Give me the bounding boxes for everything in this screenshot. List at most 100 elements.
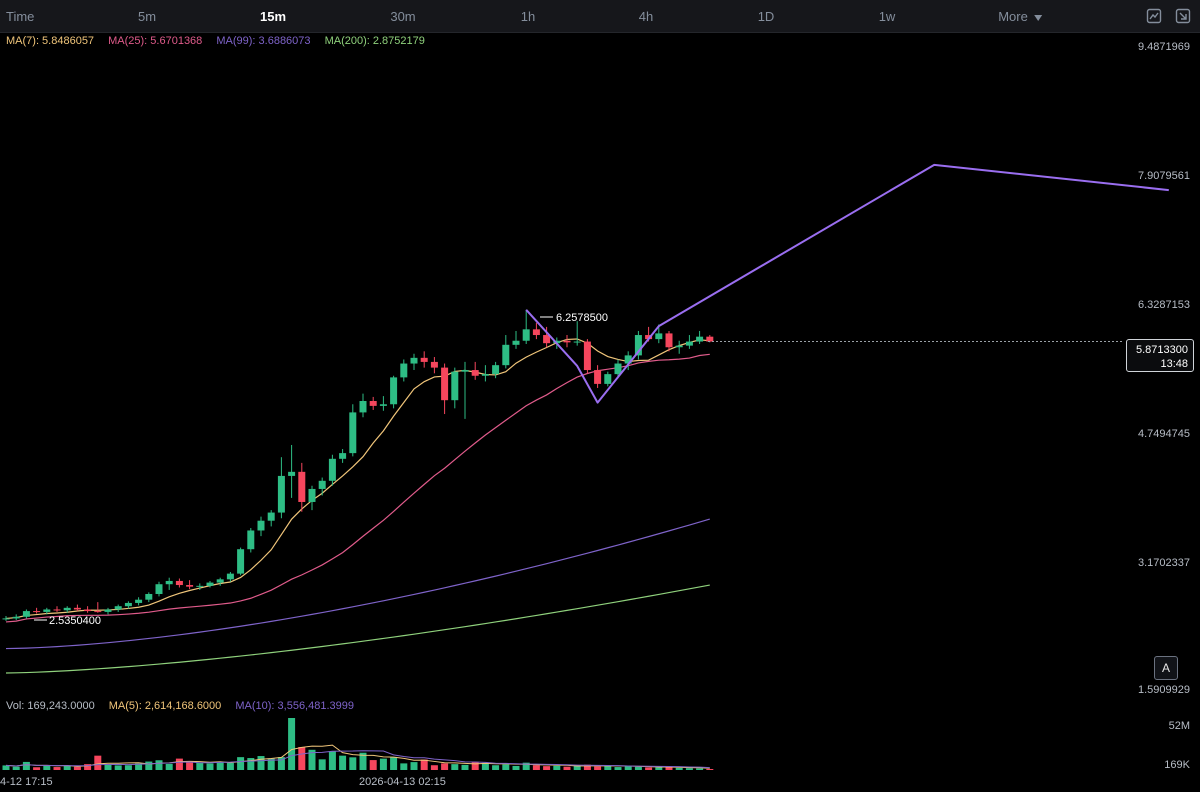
volume-bar	[22, 761, 30, 770]
candle	[685, 335, 693, 349]
candle	[196, 583, 204, 590]
candle	[369, 396, 377, 410]
candle	[155, 581, 163, 597]
candle	[441, 363, 449, 415]
volume-bar	[94, 755, 102, 770]
candle-countdown: 13:48	[1160, 358, 1188, 370]
fullscreen-icon[interactable]	[1175, 8, 1191, 24]
candle-body	[124, 602, 132, 607]
interval-1d[interactable]: 1D	[757, 9, 775, 24]
candle	[430, 357, 438, 374]
high-label: 6.2578500	[556, 312, 608, 324]
volume-bar	[33, 767, 41, 770]
candle-body	[410, 357, 418, 364]
interval-15m[interactable]: 15m	[259, 9, 287, 24]
volume-bar	[471, 761, 479, 770]
candle-body	[594, 370, 602, 384]
interval-4h[interactable]: 4h	[638, 9, 654, 24]
candle-body	[298, 471, 306, 502]
ma200-value: MA(200): 2.8752179	[324, 35, 425, 47]
volume-bar	[624, 766, 632, 770]
volume-bar	[114, 765, 122, 770]
candle	[583, 339, 591, 374]
price-tick: 3.1702337	[1138, 557, 1190, 569]
candle	[73, 604, 81, 612]
interval-time[interactable]: Time	[6, 9, 35, 24]
price-tick: 4.7494745	[1138, 428, 1190, 440]
candle	[339, 449, 347, 463]
candle-body	[532, 329, 540, 336]
candle	[614, 359, 622, 379]
volume-bar	[135, 763, 143, 770]
candle	[594, 365, 602, 388]
candle	[502, 335, 510, 369]
ma25-value: MA(25): 5.6701368	[108, 35, 203, 47]
current-price: 5.8713300	[1136, 344, 1188, 356]
candle	[512, 330, 520, 349]
candle	[532, 322, 540, 340]
candle	[318, 477, 326, 496]
chart-settings-icon[interactable]	[1146, 8, 1162, 24]
candle	[451, 367, 459, 409]
interval-5m[interactable]: 5m	[137, 9, 157, 24]
candle	[379, 396, 387, 411]
candle-body	[186, 585, 194, 587]
low-annotation: 2.5350400	[34, 615, 101, 627]
volume-bar	[553, 765, 561, 770]
price-tick: 9.4871969	[1138, 41, 1190, 53]
more-dropdown[interactable]: More	[998, 9, 1042, 24]
candle	[135, 597, 143, 606]
price-tick: 7.9079561	[1138, 170, 1190, 182]
interval-1h[interactable]: 1h	[520, 9, 536, 24]
price-tick: 1.5909929	[1138, 684, 1190, 696]
current-price-tag: 5.8713300 13:48	[1126, 339, 1194, 372]
candle	[124, 601, 132, 609]
candle-body	[94, 611, 102, 613]
more-label: More	[998, 9, 1028, 24]
ma7-line	[5, 338, 710, 620]
candle	[288, 444, 296, 498]
candle-body	[522, 329, 530, 341]
candle-body	[22, 611, 30, 617]
candle-body	[655, 333, 663, 340]
candle-body	[430, 361, 438, 368]
auto-scale-button[interactable]: A	[1154, 656, 1178, 680]
interval-30m[interactable]: 30m	[390, 9, 416, 24]
candle	[175, 578, 183, 588]
volume-bar	[532, 765, 540, 770]
volume-bar	[379, 758, 387, 770]
low-label: 2.5350400	[49, 615, 101, 627]
candle-body	[512, 340, 520, 345]
volume-bar	[247, 758, 255, 770]
volume-bar	[430, 765, 438, 770]
volume-bar	[410, 762, 418, 770]
candle-body	[441, 367, 449, 401]
candle-body	[349, 412, 357, 454]
volume-ma5-line	[5, 744, 710, 769]
drawing-tool-lines	[525, 163, 1169, 404]
volume-bar	[12, 766, 20, 770]
volume-bar	[73, 766, 81, 770]
candle	[226, 572, 234, 582]
volume-bar	[186, 762, 194, 770]
time-tick: 2026-04-13 02:15	[359, 776, 446, 788]
interval-1w[interactable]: 1w	[878, 9, 896, 24]
candle-body	[481, 374, 489, 376]
candle-body	[492, 365, 500, 375]
candle	[675, 340, 683, 354]
volume-bar	[390, 756, 398, 770]
volume-bar	[522, 762, 530, 770]
candle	[12, 614, 20, 621]
candle	[492, 361, 500, 379]
candle-body	[318, 480, 326, 489]
candle	[634, 330, 642, 360]
volume-bar	[298, 747, 306, 770]
candle-body	[339, 453, 347, 459]
candle	[522, 309, 530, 344]
candle-body	[12, 616, 20, 619]
volume-bar	[461, 764, 469, 770]
candle-body	[604, 374, 612, 384]
ma99-line	[5, 518, 710, 650]
